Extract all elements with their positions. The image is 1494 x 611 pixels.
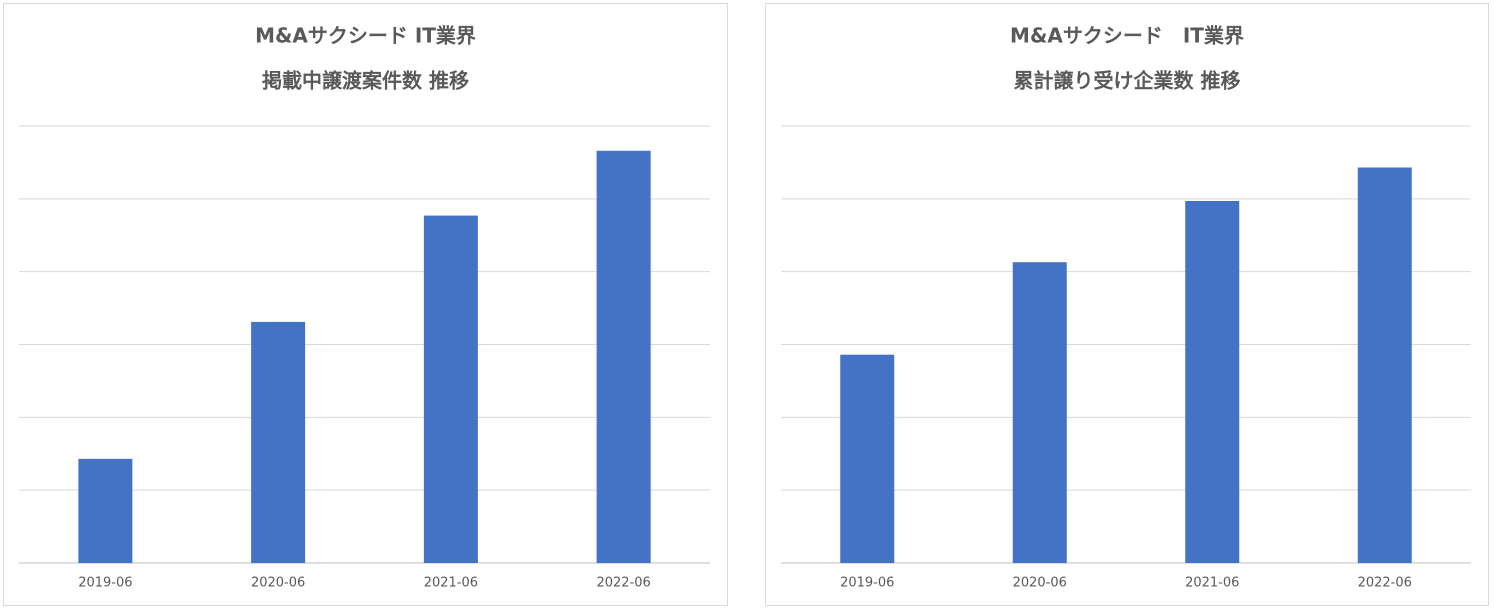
x-tick-label: 2021-06	[1185, 576, 1239, 591]
chart-title: M&Aサクシード IT業界	[1010, 24, 1244, 48]
x-tick-label: 2022-06	[1358, 576, 1412, 591]
bar	[78, 458, 133, 563]
panel-border	[3, 3, 728, 606]
x-tick-label: 2020-06	[251, 576, 305, 591]
x-tick-label: 2021-06	[424, 576, 478, 591]
bar	[596, 150, 651, 563]
x-tick-label: 2022-06	[596, 576, 650, 591]
chart-subtitle: 累計譲り受け企業数 推移	[1014, 69, 1241, 93]
bar	[1185, 201, 1240, 564]
x-tick-label: 2019-06	[840, 576, 894, 591]
bar	[423, 215, 478, 563]
x-tick-label: 2020-06	[1013, 576, 1067, 591]
x-tick-label: 2019-06	[78, 576, 132, 591]
panel-border	[765, 3, 1489, 606]
bar	[840, 354, 895, 563]
bar	[251, 321, 306, 563]
chart-title: M&Aサクシード IT業界	[255, 24, 476, 48]
bar	[1357, 167, 1412, 563]
chart-subtitle: 掲載中譲渡案件数 推移	[262, 69, 469, 93]
bar	[1012, 262, 1067, 563]
